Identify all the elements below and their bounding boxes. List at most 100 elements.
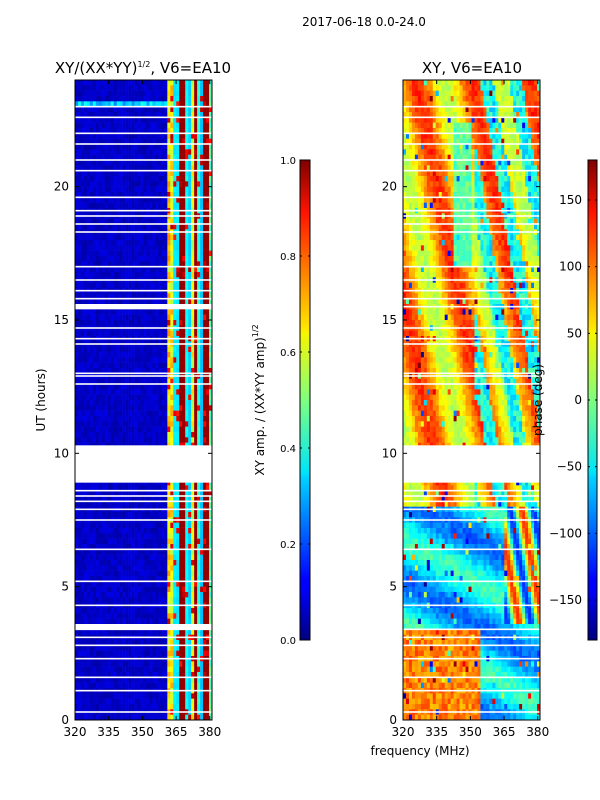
heatmap-cell	[182, 432, 186, 438]
heatmap-cell	[158, 597, 162, 603]
heatmap-cell	[89, 645, 94, 651]
heatmap-cell	[143, 608, 147, 614]
heatmap-cell	[155, 384, 159, 390]
heatmap-cell	[83, 250, 88, 257]
heatmap-cell	[152, 384, 156, 390]
heatmap-cell	[203, 533, 207, 539]
heatmap-cell	[185, 224, 189, 230]
heatmap-cell	[92, 357, 97, 363]
heatmap-cell	[203, 586, 207, 593]
heatmap-cell	[155, 266, 159, 273]
heatmap-cell	[137, 186, 141, 193]
heatmap-cell	[95, 496, 100, 502]
heatmap-cell	[95, 480, 100, 486]
heatmap-cell	[110, 410, 115, 417]
heatmap-cell	[104, 528, 109, 534]
heatmap-cell	[179, 629, 183, 635]
heatmap-cell	[83, 490, 88, 497]
heatmap-cell	[146, 234, 150, 241]
heatmap-cell	[146, 640, 150, 646]
heatmap-cell	[170, 186, 174, 193]
heatmap-cell	[185, 400, 189, 406]
heatmap-cell	[89, 245, 94, 251]
heatmap-cell	[134, 629, 138, 635]
heatmap-cell	[167, 416, 171, 422]
heatmap-cell	[167, 90, 171, 97]
heatmap-cell	[188, 117, 192, 123]
heatmap-cell	[185, 650, 189, 657]
heatmap-cell	[95, 245, 100, 251]
heatmap-cell	[134, 192, 138, 198]
heatmap-cell	[131, 149, 135, 155]
heatmap-cell	[83, 549, 88, 555]
heatmap-cell	[146, 533, 150, 539]
heatmap-cell	[113, 176, 117, 182]
heatmap-cell	[140, 309, 144, 315]
heatmap-cell	[77, 592, 82, 598]
heatmap-cell	[140, 149, 144, 155]
heatmap-cell	[89, 346, 94, 353]
heatmap-cell	[173, 522, 177, 529]
heatmap-cell	[209, 240, 213, 246]
heatmap-cell	[131, 528, 135, 534]
heatmap-cell	[77, 80, 82, 86]
heatmap-cell	[182, 298, 186, 305]
heatmap-cell	[98, 112, 103, 118]
heatmap-cell	[113, 352, 117, 358]
heatmap-cell	[128, 522, 132, 529]
heatmap-cell	[80, 346, 85, 353]
heatmap-cell	[122, 250, 126, 257]
heatmap-cell	[119, 192, 123, 198]
heatmap-cell	[143, 512, 147, 518]
heatmap-cell	[182, 154, 186, 161]
heatmap-cell	[131, 176, 135, 182]
heatmap-cell	[122, 432, 126, 438]
heatmap-cell	[98, 352, 103, 358]
heatmap-cell	[75, 496, 79, 502]
heatmap-cell	[158, 218, 162, 225]
heatmap-cell	[98, 293, 103, 299]
heatmap-cell	[164, 309, 168, 315]
heatmap-cell	[95, 117, 100, 123]
heatmap-cell	[119, 176, 123, 182]
heatmap-cell	[203, 272, 207, 278]
heatmap-cell	[116, 309, 120, 315]
heatmap-cell	[185, 202, 189, 209]
heatmap-cell	[110, 314, 115, 321]
heatmap-cell	[92, 96, 97, 102]
heatmap-cell	[86, 122, 91, 129]
heatmap-cell	[203, 368, 207, 374]
heatmap-cell	[194, 405, 198, 411]
heatmap-cell	[188, 586, 192, 593]
heatmap-cell	[188, 320, 192, 326]
heatmap-cell	[206, 96, 210, 102]
heatmap-cell	[170, 560, 174, 566]
heatmap-cell	[92, 570, 97, 577]
heatmap-cell	[152, 629, 156, 635]
heatmap-cell	[80, 560, 85, 566]
heatmap-cell	[185, 501, 189, 507]
heatmap-cell	[125, 256, 129, 262]
heatmap-cell	[194, 357, 198, 363]
heatmap-cell	[200, 272, 204, 278]
heatmap-cell	[140, 357, 144, 363]
heatmap-cell	[92, 496, 97, 502]
heatmap-cell	[164, 618, 168, 625]
heatmap-cell	[134, 250, 138, 257]
heatmap-cell	[86, 538, 91, 545]
heatmap-cell	[140, 186, 144, 193]
heatmap-cell	[161, 650, 165, 657]
heatmap-cell	[128, 250, 132, 257]
heatmap-cell	[161, 256, 165, 262]
heatmap-cell	[134, 416, 138, 422]
heatmap-cell	[149, 256, 153, 262]
heatmap-cell	[110, 154, 115, 161]
heatmap-cell	[80, 576, 85, 582]
heatmap-cell	[146, 581, 150, 587]
heatmap-cell	[191, 549, 195, 555]
heatmap-cell	[209, 170, 213, 177]
heatmap-cell	[83, 501, 88, 507]
heatmap-cell	[149, 154, 153, 161]
heatmap-cell	[128, 565, 132, 571]
